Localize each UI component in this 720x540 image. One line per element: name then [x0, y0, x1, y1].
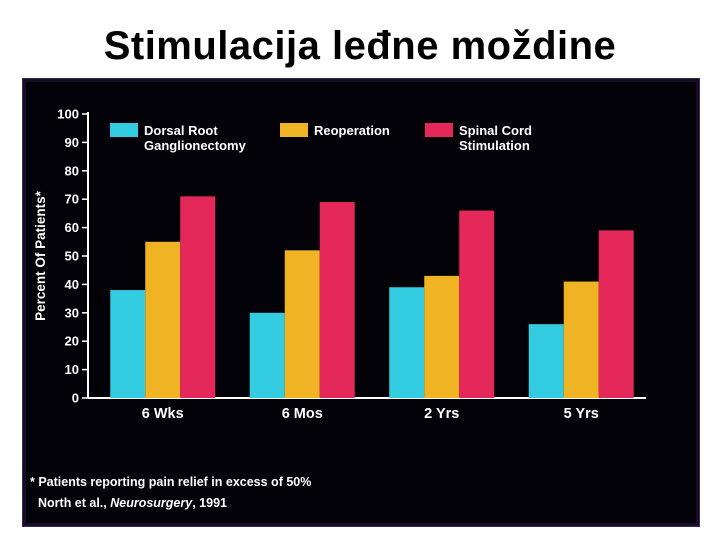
y-tick-label: 70: [65, 192, 79, 207]
bar-2-3: [424, 275, 460, 398]
citation-journal: Neurosurgery: [110, 496, 193, 510]
y-tick-label: 80: [65, 163, 79, 178]
y-tick-label: 60: [65, 220, 79, 235]
bar-2-4: [563, 281, 599, 398]
x-tick-label: 5 Yrs: [564, 406, 599, 422]
citation: North et al., Neurosurgery, 1991: [38, 496, 227, 510]
legend-label-3: Spinal Cord Stimulation: [459, 123, 532, 153]
page-title: Stimulacija leđne moždine: [103, 24, 617, 68]
y-tick-label: 90: [65, 135, 79, 150]
bar-3-3: [459, 210, 495, 398]
legend-label-2: Reoperation: [314, 123, 390, 138]
y-tick-label: 0: [72, 391, 79, 406]
y-tick-label: 40: [65, 277, 79, 292]
bar-3-2: [319, 202, 355, 398]
legend-swatch-2: [280, 123, 308, 137]
x-tick-label: 6 Wks: [142, 406, 184, 422]
legend-swatch-1: [110, 123, 138, 137]
bar-1-3: [389, 287, 425, 398]
citation-year: , 1991: [192, 496, 227, 510]
legend-swatch-3: [425, 123, 453, 137]
y-tick-label: 10: [65, 362, 79, 377]
chart-bars: 6 Wks 6 Mos 2 Yrs 5 Yrs: [110, 196, 634, 422]
bar-1-4: [528, 324, 564, 398]
y-tick-label: 50: [65, 249, 79, 264]
x-tick-label: 6 Mos: [282, 406, 323, 422]
citation-authors: North et al.,: [38, 496, 111, 510]
bar-3-4: [598, 230, 634, 398]
y-tick-label: 100: [57, 107, 79, 122]
y-axis-label: Percent Of Patients*: [33, 190, 48, 321]
bar-2-1: [145, 241, 181, 398]
bar-2-2: [284, 250, 320, 398]
footnote: * Patients reporting pain relief in exce…: [30, 475, 312, 489]
x-tick-label: 2 Yrs: [424, 406, 459, 422]
bar-3-1: [180, 196, 216, 398]
y-tick-label: 20: [65, 334, 79, 349]
chart-legend: Dorsal Root Ganglionectomy Reoperation Spin…: [110, 123, 532, 153]
legend-label-1: Dorsal Root Ganglionectomy: [144, 123, 247, 153]
bar-1-1: [110, 290, 146, 398]
y-tick-label: 30: [65, 305, 79, 320]
bar-1-2: [249, 312, 285, 398]
